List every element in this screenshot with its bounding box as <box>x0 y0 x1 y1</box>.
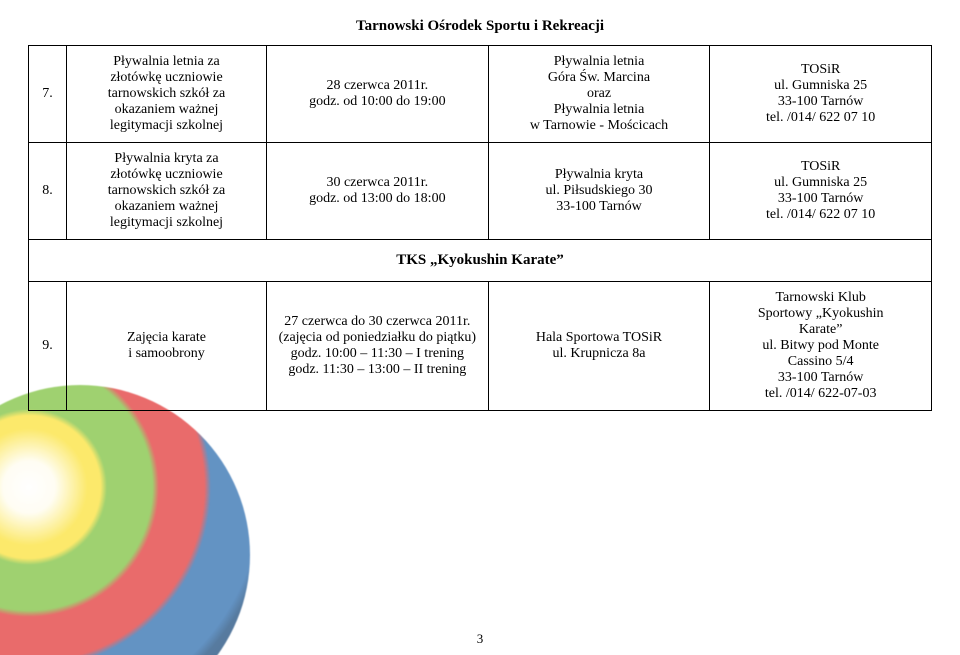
row-number: 8. <box>29 143 67 240</box>
program-title: Tarnowski Ośrodek Sportu i Rekreacji <box>28 18 932 35</box>
table-row: 8. Pływalnia kryta za złotówkę uczniowie… <box>29 143 932 240</box>
beach-ball-decoration <box>0 385 250 655</box>
row-where: Pływalnia letnia Góra Św. Marcina oraz P… <box>488 46 710 143</box>
page-content: Tarnowski Ośrodek Sportu i Rekreacji 7. … <box>0 0 960 421</box>
row-where: Hala Sportowa TOSiR ul. Krupnicza 8a <box>488 282 710 411</box>
row-organizer: TOSiR ul. Gumniska 25 33-100 Tarnów tel.… <box>710 143 932 240</box>
row-description: Pływalnia letnia za złotówkę uczniowie t… <box>67 46 267 143</box>
page-number: 3 <box>0 631 960 647</box>
row-when: 27 czerwca do 30 czerwca 2011r. (zajęcia… <box>267 282 489 411</box>
row-organizer: TOSiR ul. Gumniska 25 33-100 Tarnów tel.… <box>710 46 932 143</box>
row-number: 7. <box>29 46 67 143</box>
table-row: 7. Pływalnia letnia za złotówkę uczniowi… <box>29 46 932 143</box>
row-where: Pływalnia kryta ul. Piłsudskiego 30 33-1… <box>488 143 710 240</box>
schedule-table: 7. Pływalnia letnia za złotówkę uczniowi… <box>28 45 932 411</box>
section-header-row: TKS „Kyokushin Karate” <box>29 240 932 282</box>
row-number: 9. <box>29 282 67 411</box>
row-organizer: Tarnowski Klub Sportowy „Kyokushin Karat… <box>710 282 932 411</box>
section-header: TKS „Kyokushin Karate” <box>29 240 932 282</box>
table-row: 9. Zajęcia karate i samoobrony 27 czerwc… <box>29 282 932 411</box>
row-when: 30 czerwca 2011r. godz. od 13:00 do 18:0… <box>267 143 489 240</box>
row-description: Pływalnia kryta za złotówkę uczniowie ta… <box>67 143 267 240</box>
row-description: Zajęcia karate i samoobrony <box>67 282 267 411</box>
row-when: 28 czerwca 2011r. godz. od 10:00 do 19:0… <box>267 46 489 143</box>
